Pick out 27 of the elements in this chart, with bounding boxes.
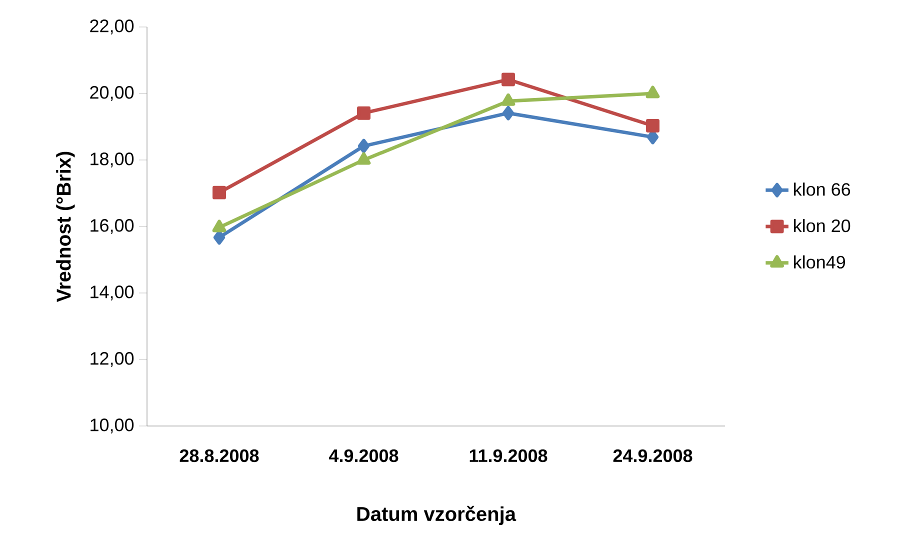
x-tick-label: 11.9.2008 xyxy=(470,449,548,462)
point xyxy=(212,220,226,232)
y-tick-label: 20,00 xyxy=(90,86,134,101)
point xyxy=(357,106,370,120)
x-tick-label: 4.9.2008 xyxy=(328,449,398,462)
legend-label: klon49 xyxy=(794,255,846,269)
point xyxy=(646,86,660,98)
x-axis-title: Datum vzorčenja xyxy=(357,506,516,525)
legend-label: klon 20 xyxy=(794,218,850,232)
point xyxy=(501,93,516,106)
point xyxy=(212,186,226,200)
y-tick-label: 10,00 xyxy=(90,418,134,434)
legend-label: klon 66 xyxy=(794,182,850,196)
y-tick-label: 16,00 xyxy=(90,219,134,234)
y-tick-label: 22,00 xyxy=(90,20,134,34)
x-tick-label: 24.9.2008 xyxy=(613,449,692,462)
point xyxy=(358,138,370,154)
point xyxy=(502,106,514,120)
point xyxy=(502,72,515,86)
x-tick-label: 28.8.2008 xyxy=(180,449,259,462)
y-axis-title: Vrednost (°Brix) xyxy=(56,152,75,302)
y-tick-label: 18,00 xyxy=(90,152,134,168)
y-tick-label: 14,00 xyxy=(90,286,134,300)
point xyxy=(646,119,660,132)
y-tick-label: 12,00 xyxy=(90,352,134,367)
point xyxy=(356,152,371,165)
point xyxy=(213,230,226,245)
